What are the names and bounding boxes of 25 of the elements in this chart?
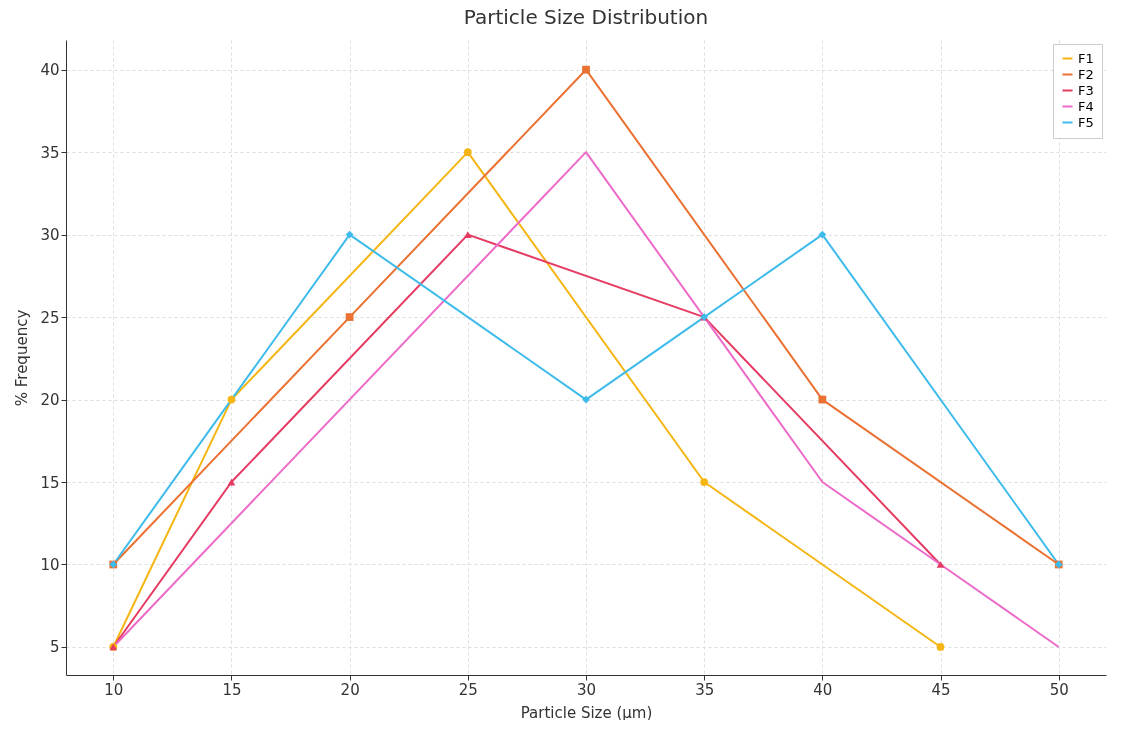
x-tick-label: 40 <box>813 680 833 699</box>
y-tick-label: 30 <box>40 226 60 245</box>
x-tick-label: 45 <box>931 680 951 699</box>
y-tick-label: 35 <box>40 143 60 162</box>
y-axis-title: % Frequency <box>13 309 32 407</box>
y-tick-label: 15 <box>40 473 60 492</box>
legend-label: F3 <box>1078 82 1094 98</box>
x-tick-label: 25 <box>458 680 478 699</box>
x-axis-title: Particle Size (µm) <box>520 703 653 722</box>
x-tick-label: 50 <box>1049 680 1069 699</box>
x-tick-label: 35 <box>695 680 715 699</box>
y-tick-label: 25 <box>40 308 60 327</box>
y-tick-label: 40 <box>40 61 60 80</box>
legend-label: F2 <box>1078 66 1094 82</box>
y-tick-label: 5 <box>49 638 60 657</box>
x-tick-label: 15 <box>222 680 242 699</box>
legend-label: F5 <box>1078 114 1094 130</box>
x-tick-label: 10 <box>104 680 124 699</box>
y-tick-label: 20 <box>40 391 60 410</box>
x-tick-label: 20 <box>340 680 360 699</box>
chart-title: Particle Size Distribution <box>463 5 709 29</box>
y-tick-label: 10 <box>40 555 60 574</box>
legend-label: F1 <box>1078 50 1094 66</box>
legend-label: F4 <box>1078 98 1094 114</box>
x-tick-label: 30 <box>576 680 597 699</box>
